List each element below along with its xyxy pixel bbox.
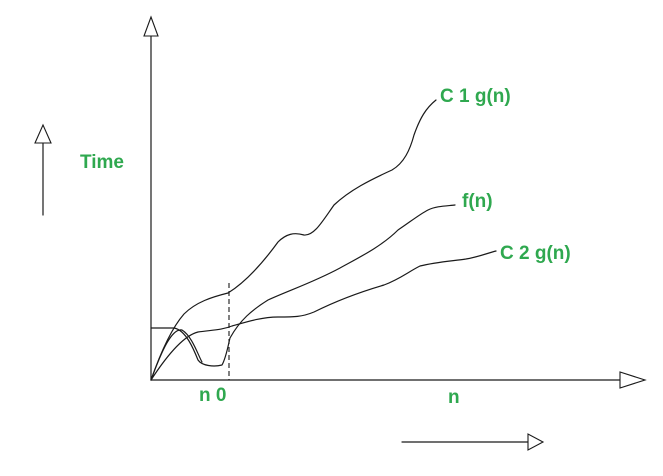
origin-lobe-curve <box>150 329 203 381</box>
n-axis-label: n <box>448 387 460 408</box>
c1-g-n-label: C 1 g(n) <box>440 86 511 107</box>
time-direction-arrowhead <box>34 123 52 144</box>
x-axis-arrowhead <box>619 371 647 389</box>
n0-label: n 0 <box>199 385 226 406</box>
c1-g-n-curve <box>150 99 437 381</box>
time-label: Time <box>80 152 124 173</box>
c2-g-n-label: C 2 g(n) <box>500 243 571 264</box>
f-n-label: f(n) <box>462 191 493 212</box>
y-axis-arrowhead <box>143 15 159 37</box>
f-n-curve <box>150 204 456 367</box>
c2-g-n-curve <box>150 250 497 381</box>
n-direction-arrowhead <box>527 433 545 451</box>
